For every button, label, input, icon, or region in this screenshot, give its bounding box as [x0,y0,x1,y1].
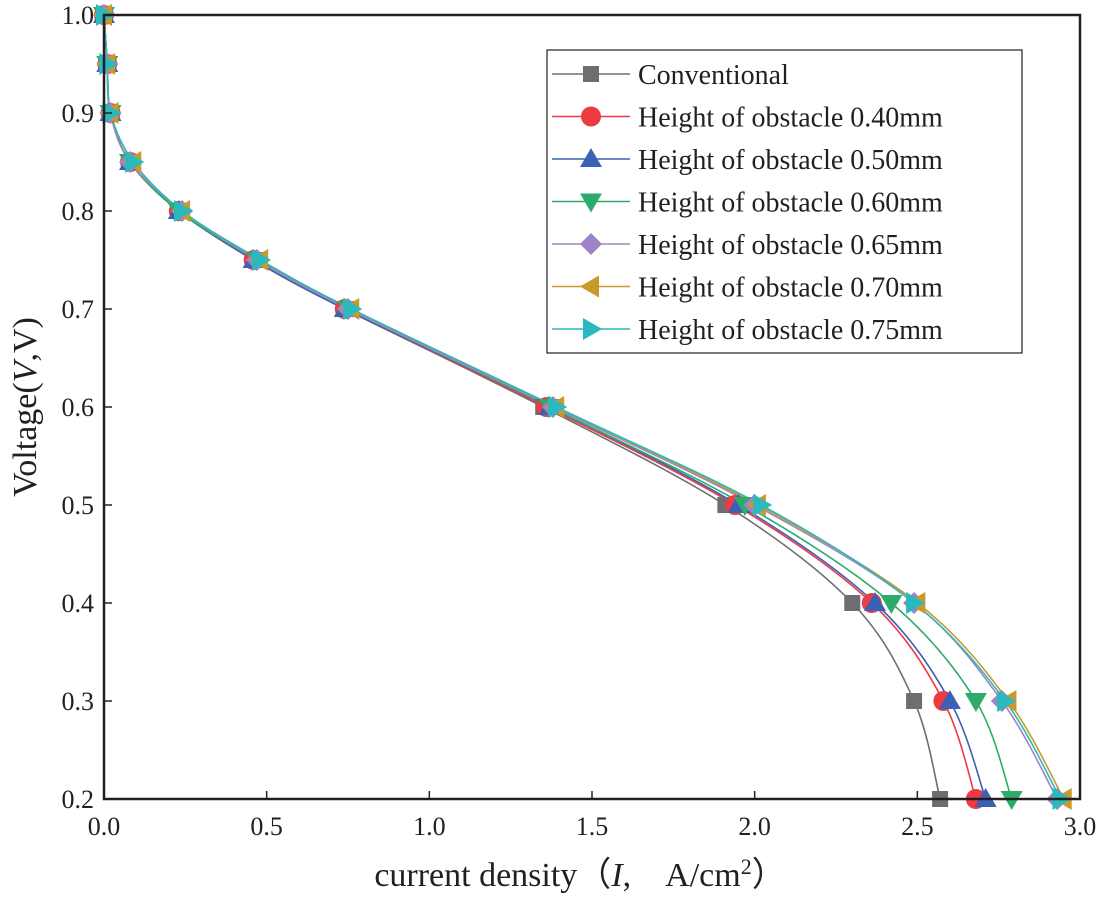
x-tick-label: 1.5 [576,812,609,841]
y-tick-label: 0.2 [62,785,95,814]
legend-marker [580,233,602,255]
y-tick-label: 0.3 [62,687,95,716]
legend-label: Height of obstacle 0.75mm [638,315,943,346]
legend-label: Height of obstacle 0.50mm [638,145,943,176]
x-tick-label: 3.0 [1064,812,1097,841]
series-curves [103,14,1065,800]
x-tick-label: 0.0 [88,812,121,841]
y-axis-title: Voltage(V,V) [7,317,44,497]
legend-label: Height of obstacle 0.70mm [638,273,943,304]
legend-label: Height of obstacle 0.60mm [638,188,943,219]
legend-label: Height of obstacle 0.40mm [638,103,943,134]
data-point [844,595,861,611]
series-line-7 [103,14,1062,800]
y-tick-label: 0.6 [62,393,95,422]
legend-marker [580,148,602,167]
legend-marker [581,106,601,127]
y-tick-label: 1.0 [62,1,95,30]
legend: Conventional Height of obstacle 0.40mm Hei… [546,49,1023,354]
data-point [964,693,987,712]
legend-item-4: Height of obstacle 0.60mm [552,188,943,219]
legend-marker [580,275,599,298]
data-point [548,396,568,418]
data-point [753,494,773,516]
legend-item-6: Height of obstacle 0.70mm [552,273,943,304]
data-point [997,690,1017,712]
legend-label: Conventional [638,60,789,91]
data-point [174,200,194,222]
legend-item-2: Height of obstacle 0.40mm [552,103,943,134]
data-point [906,693,923,709]
x-axis-ticks: 0.0 0.5 1.0 1.5 2.0 2.5 3.0 [88,791,1097,841]
data-point [880,595,903,614]
data-point [343,298,363,320]
y-tick-label: 0.8 [62,197,95,226]
legend-marker [580,193,602,213]
x-axis-title: current density（I, A/cm2） [374,854,785,895]
legend-item-5: Height of obstacle 0.65mm [552,230,943,261]
data-point [906,592,926,614]
legend-marker [583,318,602,340]
x-tick-label: 0.5 [250,812,283,841]
x-tick-label: 1.0 [413,812,446,841]
legend-item-3: Height of obstacle 0.50mm [552,145,943,176]
x-tick-label: 2.5 [901,812,934,841]
legend-marker [583,66,599,82]
legend-label: Height of obstacle 0.65mm [638,230,943,261]
x-tick-label: 2.0 [738,812,771,841]
data-point [974,788,997,807]
data-point [938,690,961,709]
y-tick-label: 0.4 [62,589,95,618]
y-tick-label: 0.5 [62,491,95,520]
data-point [1000,791,1023,810]
y-axis-ticks: 0.2 0.3 0.4 0.5 0.6 0.7 0.8 0.9 1.0 [62,1,112,814]
data-point [864,592,887,611]
legend-item-7: Height of obstacle 0.75mm [552,315,943,346]
legend-item-1: Conventional [552,60,789,91]
data-point [252,249,272,271]
data-point [125,151,145,173]
y-tick-label: 0.9 [62,99,95,128]
data-point [102,102,122,124]
y-tick-label: 0.7 [62,295,95,324]
